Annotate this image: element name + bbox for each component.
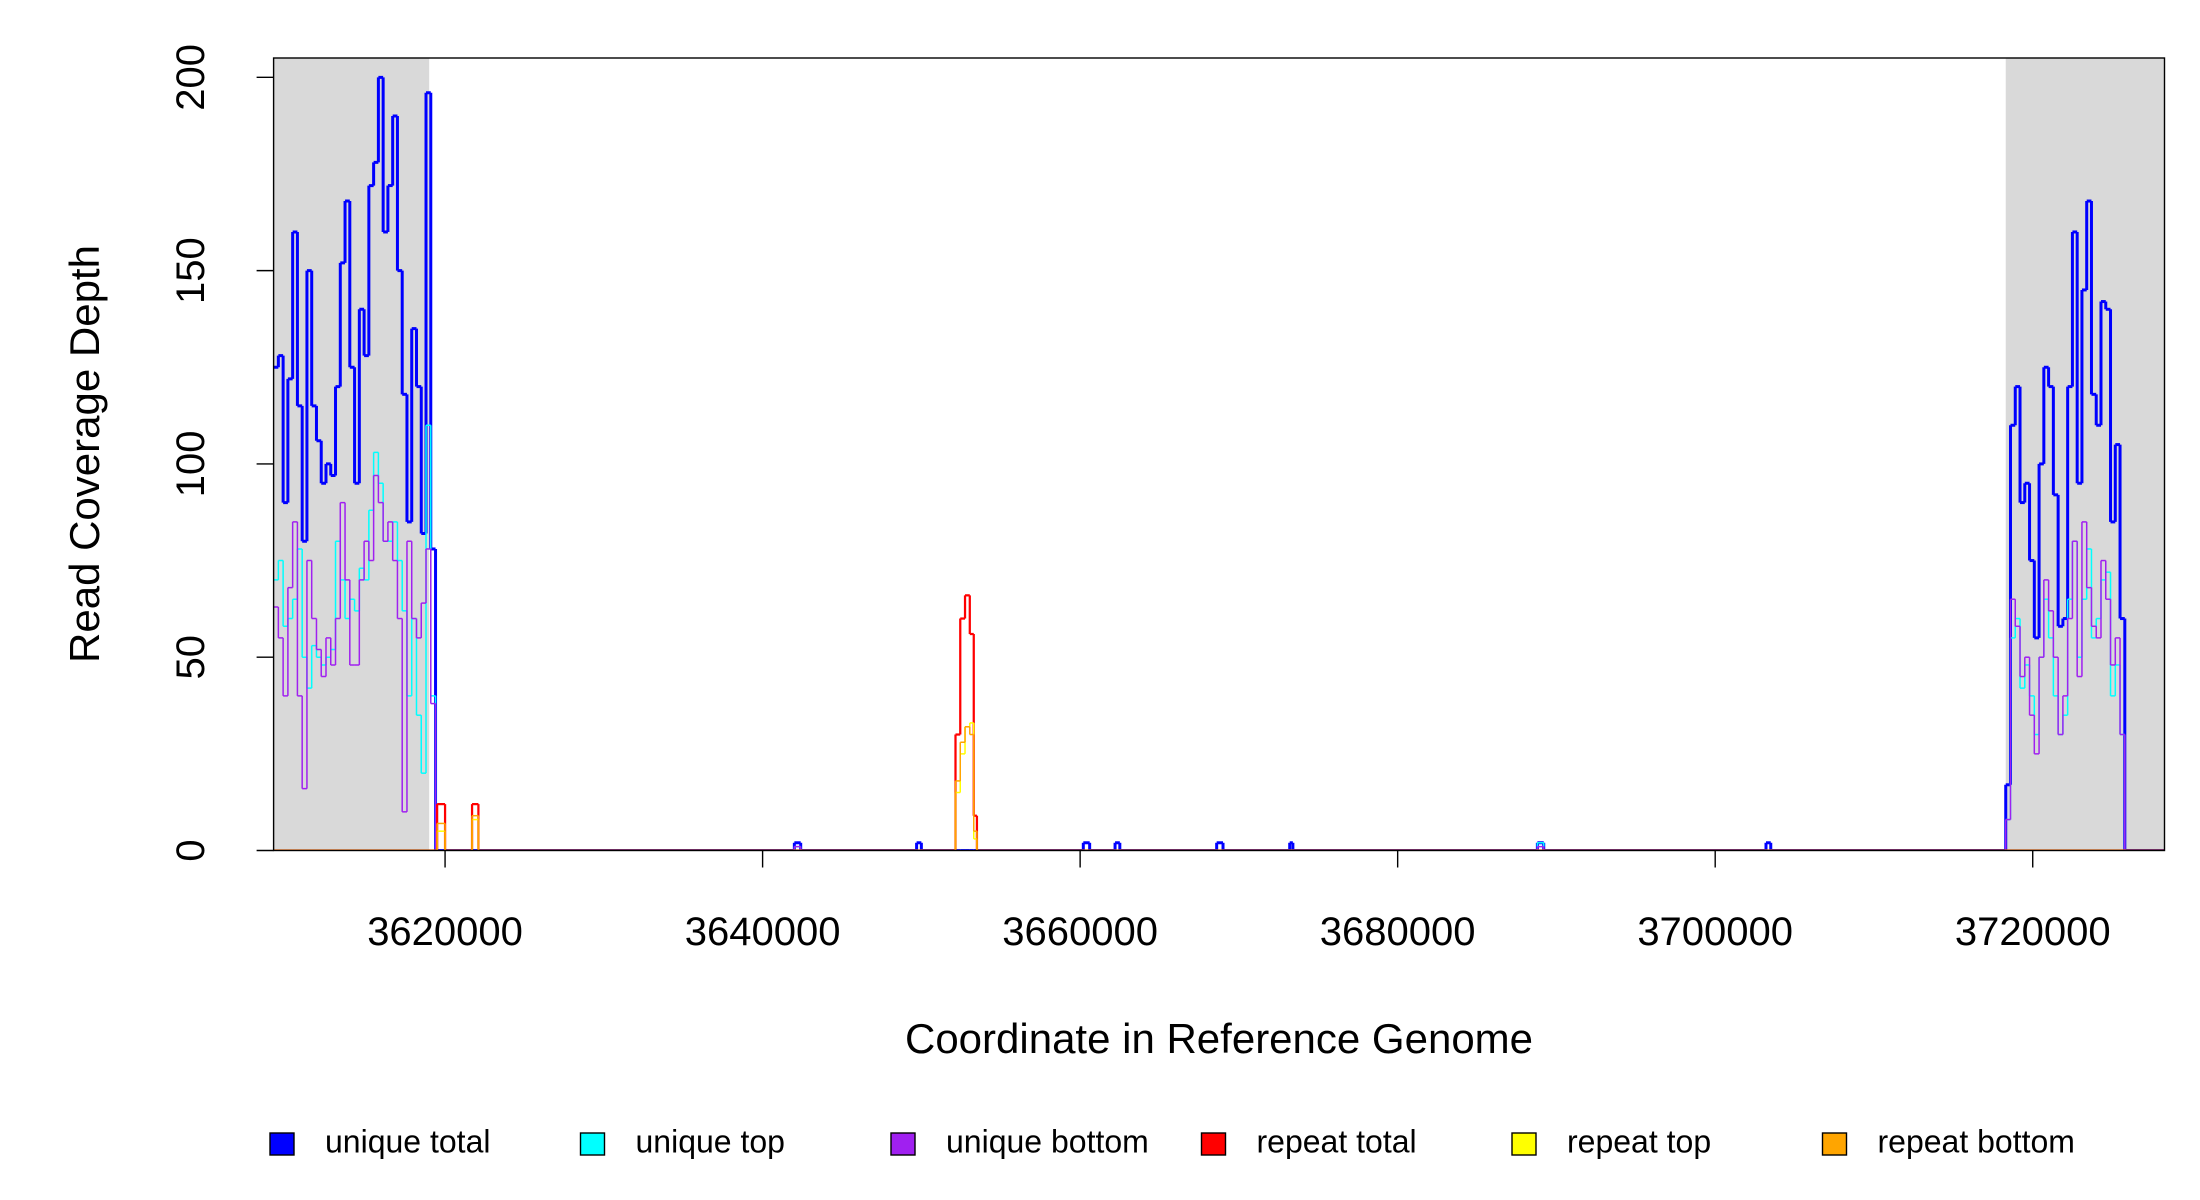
x-tick-label: 3640000 (685, 910, 841, 954)
series (273, 474, 2165, 851)
legend-label: unique bottom (946, 1123, 1149, 1159)
legend-label: repeat top (1567, 1123, 1711, 1159)
series (273, 75, 2165, 851)
y-tick-label: 150 (169, 237, 213, 304)
legend-swatch (890, 1132, 916, 1156)
legend-swatch (579, 1132, 606, 1156)
legend-label: repeat bottom (1878, 1123, 2075, 1159)
legend-label: unique total (325, 1123, 490, 1159)
y-tick-label: 200 (169, 44, 213, 111)
x-tick-label: 3680000 (1320, 910, 1476, 954)
legend-swatch (1511, 1132, 1537, 1156)
x-tick-label: 3620000 (367, 910, 523, 954)
highlight-region (273, 58, 430, 851)
legend-swatch (1821, 1132, 1848, 1156)
legend-label: unique top (636, 1123, 785, 1159)
legend-swatch (1200, 1132, 1227, 1156)
x-axis-label: Coordinate in Reference Genome (905, 1015, 1533, 1062)
series (273, 594, 2165, 851)
y-tick-label: 0 (169, 839, 213, 861)
series (273, 424, 2165, 851)
series (273, 722, 2165, 851)
x-tick-label: 3660000 (1002, 910, 1158, 954)
plot-frame (272, 57, 2166, 852)
y-tick-label: 100 (169, 431, 213, 498)
legend-swatch (269, 1132, 295, 1156)
y-axis-label: Read Coverage Depth (61, 245, 108, 663)
y-tick-label: 50 (169, 635, 213, 680)
legend-label: repeat total (1257, 1123, 1417, 1159)
series (273, 726, 2165, 851)
x-tick-label: 3700000 (1637, 910, 1793, 954)
x-tick-label: 3720000 (1955, 910, 2111, 954)
highlight-region (2005, 58, 2165, 851)
